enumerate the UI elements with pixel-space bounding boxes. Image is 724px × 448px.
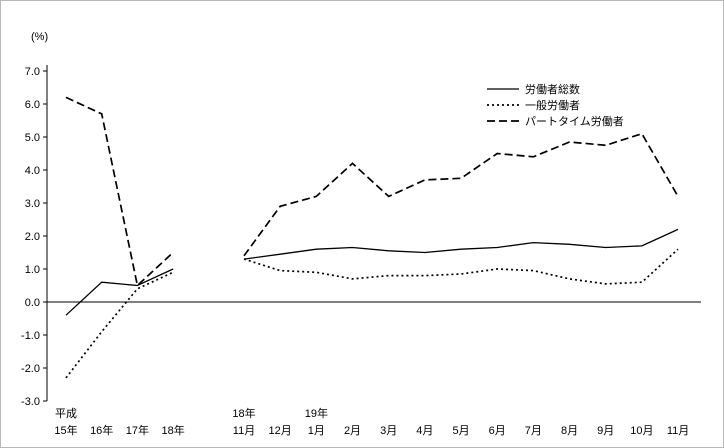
y-tick-label: 6.0 <box>25 99 40 111</box>
x-label-annual: 17年 <box>126 423 149 437</box>
y-tick-label: -1.0 <box>21 330 40 342</box>
y-tick-label: 4.0 <box>25 165 40 177</box>
series-line-dashed <box>243 132 679 257</box>
legend-label: パートタイム労働者 <box>525 114 624 128</box>
y-tick-label: -2.0 <box>21 363 40 375</box>
x-label-month: 2月 <box>344 425 361 437</box>
x-label-month: 6月 <box>489 425 506 437</box>
x-label-month: 10月 <box>630 425 653 437</box>
x-label-month: 1月 <box>308 425 325 437</box>
y-tick-label: 1.0 <box>25 264 40 276</box>
x-era-label: 平成 <box>55 407 77 420</box>
x-label-annual: 16年 <box>90 423 113 437</box>
series-line-dashed <box>65 96 174 288</box>
legend-label: 一般労働者 <box>525 98 580 112</box>
series-line-dotted <box>243 248 679 285</box>
series-line-solid <box>243 228 679 260</box>
x-label-month: 5月 <box>452 425 469 437</box>
x-label-month: 3月 <box>380 425 397 437</box>
series-line-solid <box>65 268 174 316</box>
y-axis-unit-label: (%) <box>31 31 49 43</box>
y-tick-label: 2.0 <box>25 231 40 243</box>
y-tick-label: 5.0 <box>25 132 40 144</box>
x-label-month: 11月 <box>233 425 255 437</box>
x-year-label: 19年 <box>305 406 328 420</box>
y-tick-label: 7.0 <box>25 66 40 78</box>
x-label-annual: 15年 <box>54 423 77 437</box>
x-label-month: 8月 <box>561 425 578 437</box>
series-line-dotted <box>65 271 174 379</box>
x-label-month: 12月 <box>269 425 292 437</box>
x-year-label: 18年 <box>232 406 255 420</box>
x-label-month: 4月 <box>416 425 433 437</box>
x-label-annual: 18年 <box>161 423 184 437</box>
x-label-month: 7月 <box>525 425 542 437</box>
x-label-month: 11月 <box>667 425 689 437</box>
x-label-month: 9月 <box>597 425 614 437</box>
y-tick-label: -3.0 <box>21 396 40 408</box>
legend-label: 労働者総数 <box>525 82 580 96</box>
y-tick-label: 3.0 <box>25 198 40 210</box>
y-tick-label: 0.0 <box>25 297 40 309</box>
